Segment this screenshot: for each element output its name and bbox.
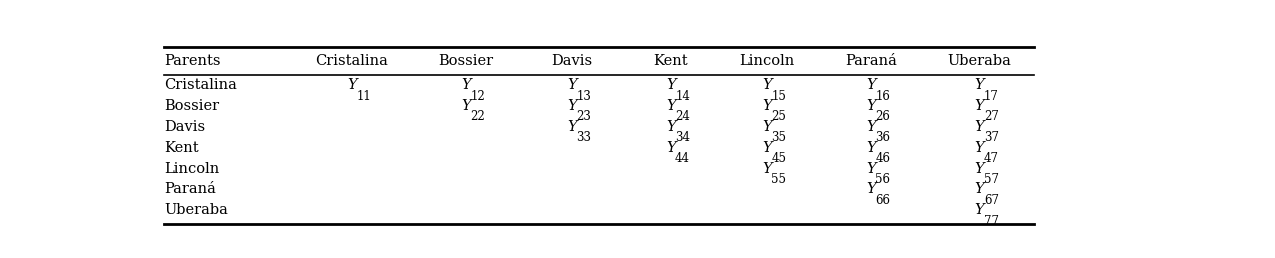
Text: Y: Y xyxy=(762,120,771,134)
Text: Lincoln: Lincoln xyxy=(164,162,219,175)
Text: Y: Y xyxy=(866,182,876,196)
Text: 24: 24 xyxy=(676,110,690,123)
Text: 23: 23 xyxy=(576,110,592,123)
Text: Y: Y xyxy=(666,78,676,92)
Text: Y: Y xyxy=(866,141,876,155)
Text: Y: Y xyxy=(762,162,771,175)
Text: Y: Y xyxy=(974,203,984,217)
Text: 27: 27 xyxy=(984,110,998,123)
Text: Cristalina: Cristalina xyxy=(316,54,389,68)
Text: 13: 13 xyxy=(576,90,592,102)
Text: 36: 36 xyxy=(875,131,890,144)
Text: 14: 14 xyxy=(676,90,690,102)
Text: Y: Y xyxy=(666,99,676,113)
Text: Y: Y xyxy=(974,141,984,155)
Text: Y: Y xyxy=(460,99,470,113)
Text: Y: Y xyxy=(762,78,771,92)
Text: 77: 77 xyxy=(984,215,998,228)
Text: Davis: Davis xyxy=(551,54,593,68)
Text: Paraná: Paraná xyxy=(164,182,217,196)
Text: Y: Y xyxy=(347,78,357,92)
Text: 33: 33 xyxy=(576,131,592,144)
Text: Lincoln: Lincoln xyxy=(740,54,794,68)
Text: Y: Y xyxy=(866,78,876,92)
Text: 15: 15 xyxy=(771,90,787,102)
Text: 57: 57 xyxy=(984,173,998,186)
Text: Bossier: Bossier xyxy=(164,99,219,113)
Text: Parents: Parents xyxy=(164,54,221,68)
Text: Y: Y xyxy=(974,182,984,196)
Text: 22: 22 xyxy=(470,110,484,123)
Text: Y: Y xyxy=(666,120,676,134)
Text: 34: 34 xyxy=(674,131,690,144)
Text: Y: Y xyxy=(866,120,876,134)
Text: Y: Y xyxy=(762,141,771,155)
Text: Y: Y xyxy=(866,162,876,175)
Text: 35: 35 xyxy=(771,131,787,144)
Text: 12: 12 xyxy=(470,90,484,102)
Text: Y: Y xyxy=(974,78,984,92)
Text: Y: Y xyxy=(974,99,984,113)
Text: Kent: Kent xyxy=(164,141,199,155)
Text: 37: 37 xyxy=(984,131,998,144)
Text: 26: 26 xyxy=(875,110,890,123)
Text: 16: 16 xyxy=(875,90,890,102)
Text: 11: 11 xyxy=(357,90,371,102)
Text: Y: Y xyxy=(460,78,470,92)
Text: 44: 44 xyxy=(674,152,690,165)
Text: 46: 46 xyxy=(875,152,890,165)
Text: 25: 25 xyxy=(771,110,787,123)
Text: 66: 66 xyxy=(875,194,890,207)
Text: Cristalina: Cristalina xyxy=(164,78,237,92)
Text: Y: Y xyxy=(974,162,984,175)
Text: 45: 45 xyxy=(771,152,787,165)
Text: Y: Y xyxy=(974,120,984,134)
Text: Y: Y xyxy=(567,99,576,113)
Text: Uberaba: Uberaba xyxy=(947,54,1011,68)
Text: 47: 47 xyxy=(984,152,998,165)
Text: Y: Y xyxy=(866,99,876,113)
Text: 67: 67 xyxy=(984,194,998,207)
Text: Kent: Kent xyxy=(653,54,689,68)
Text: Y: Y xyxy=(762,99,771,113)
Text: Y: Y xyxy=(666,141,676,155)
Text: Uberaba: Uberaba xyxy=(164,203,228,217)
Text: Bossier: Bossier xyxy=(439,54,493,68)
Text: 17: 17 xyxy=(984,90,998,102)
Text: Y: Y xyxy=(567,120,576,134)
Text: 55: 55 xyxy=(771,173,787,186)
Text: 56: 56 xyxy=(875,173,890,186)
Text: Y: Y xyxy=(567,78,576,92)
Text: Paraná: Paraná xyxy=(845,54,896,68)
Text: Davis: Davis xyxy=(164,120,205,134)
